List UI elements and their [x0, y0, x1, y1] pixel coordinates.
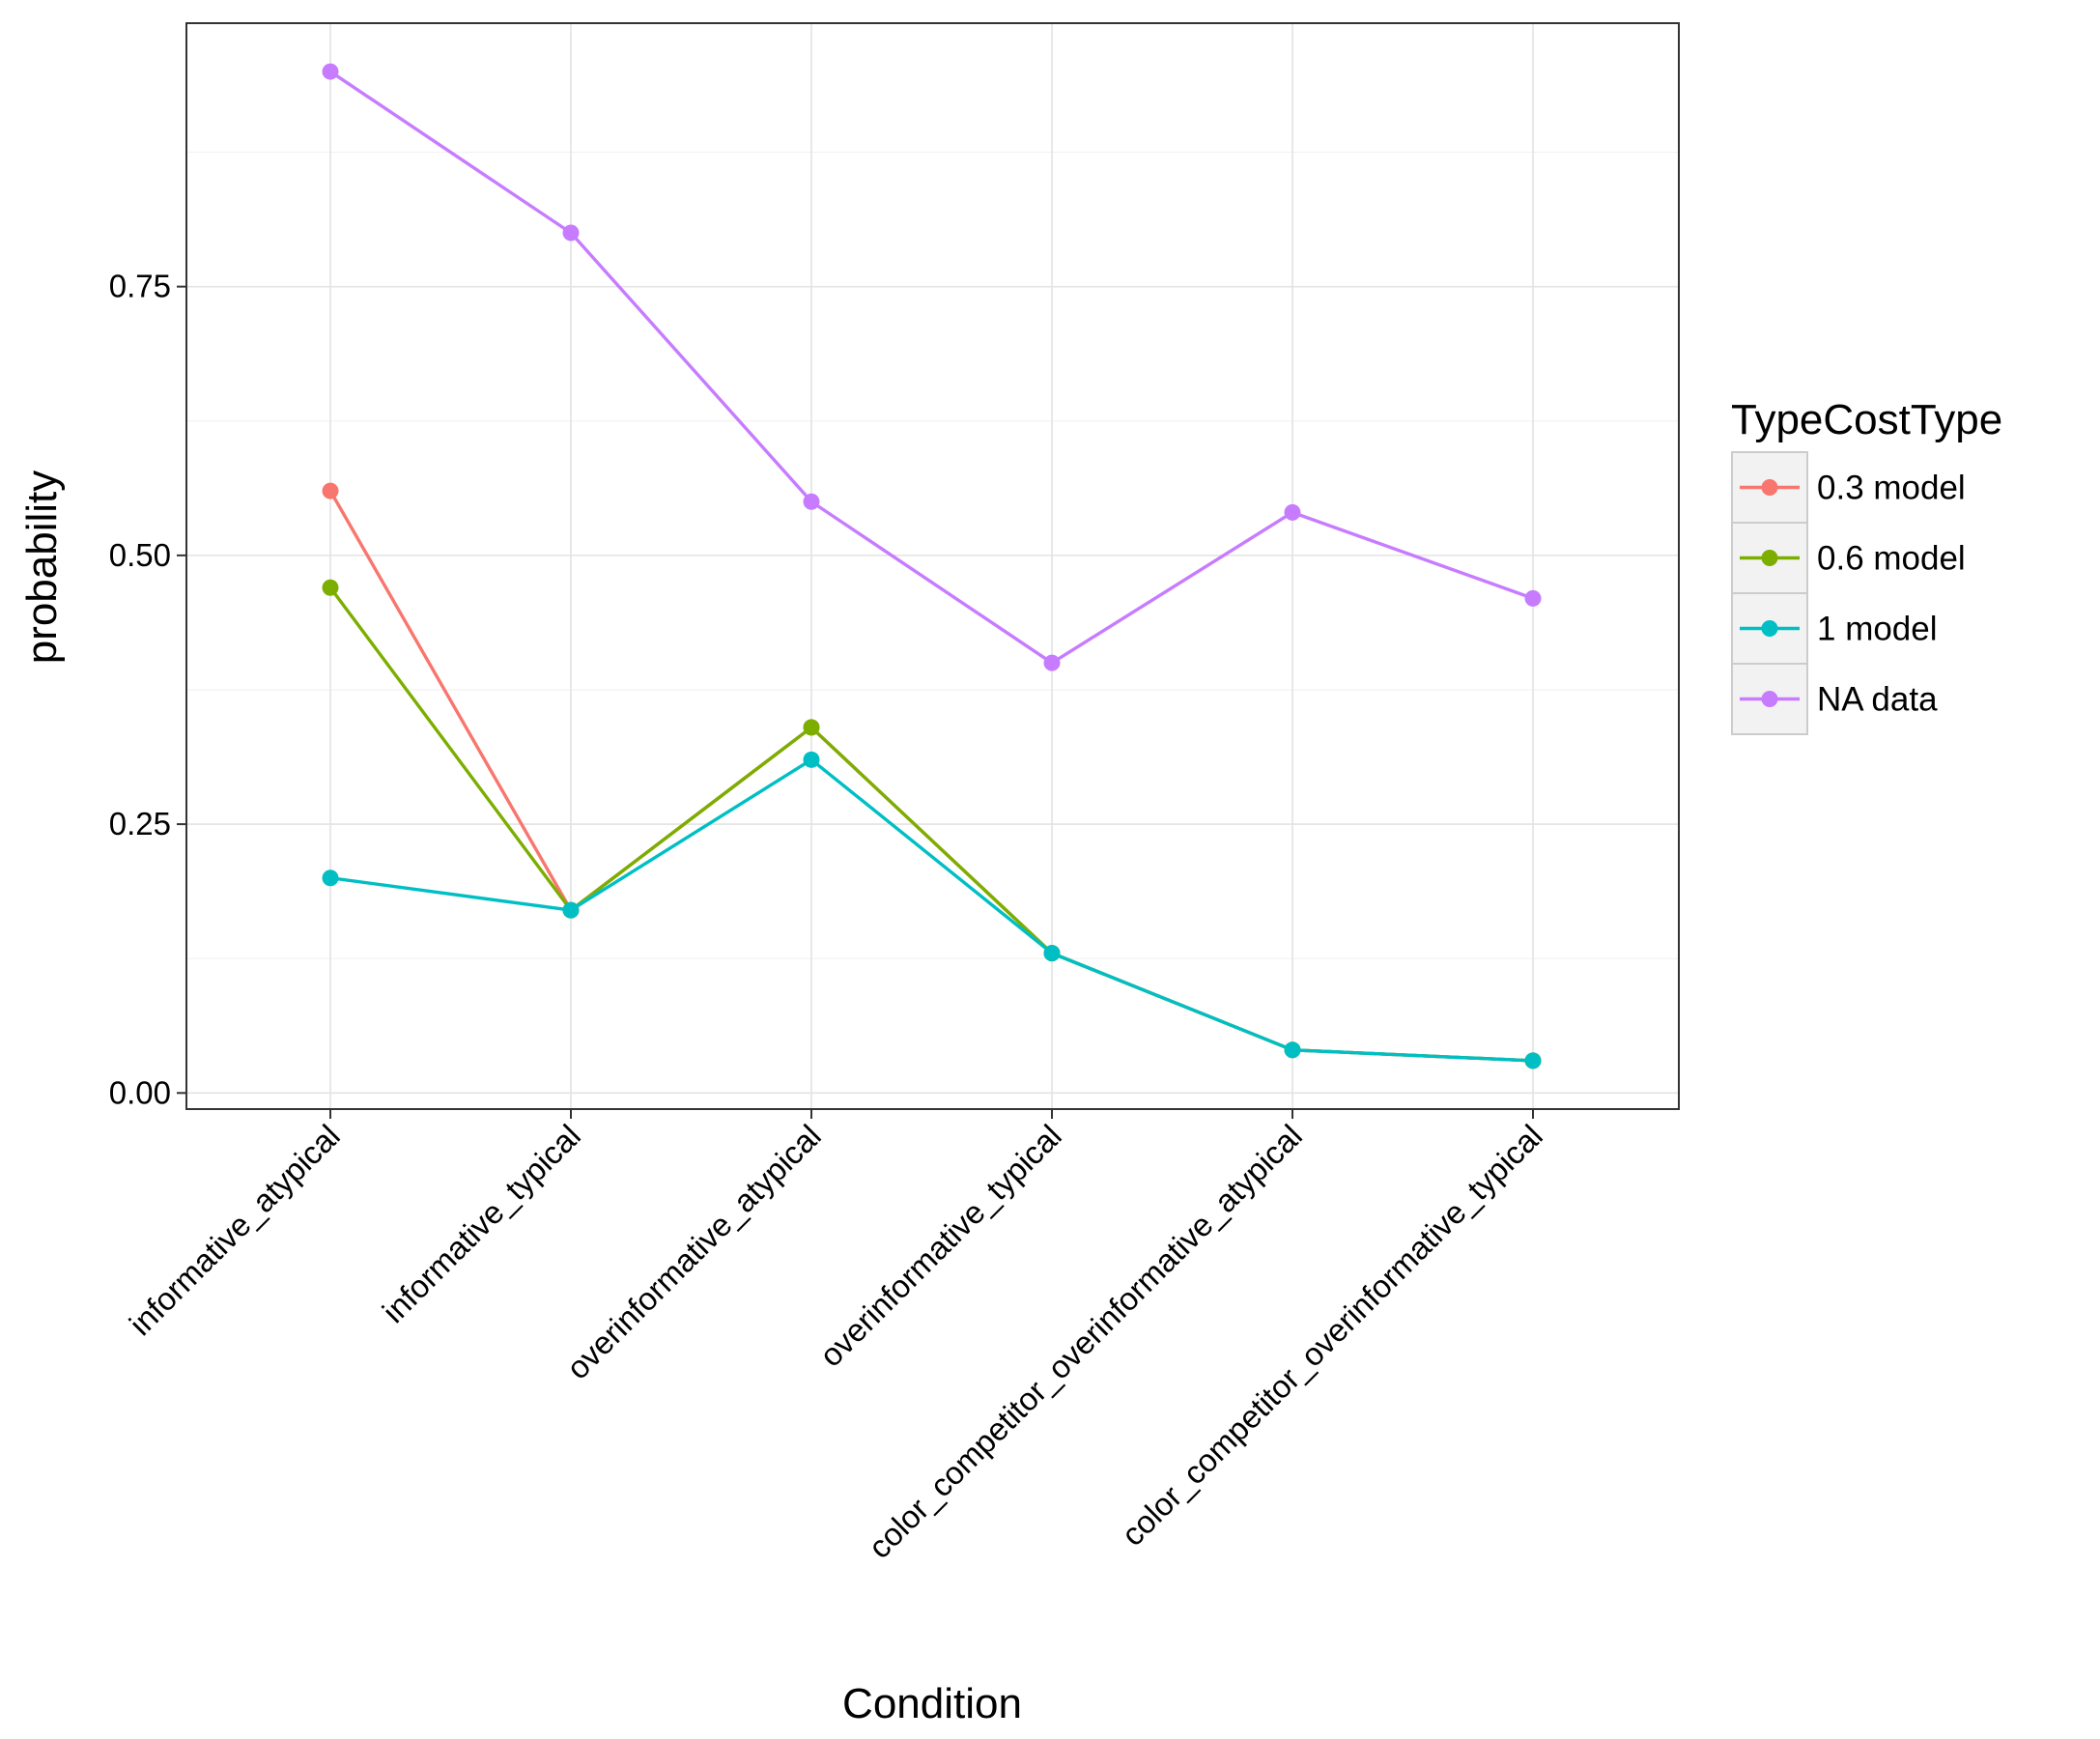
- y-tick-label: 0.25: [109, 806, 171, 841]
- legend-label: 0.3 model: [1817, 470, 1966, 507]
- data-point: [322, 579, 339, 596]
- x-axis-title: Condition: [842, 1680, 1022, 1727]
- legend-key-point: [1761, 550, 1778, 566]
- data-point: [1043, 945, 1061, 962]
- plot-panel-border: [185, 22, 1680, 1110]
- data-point: [322, 870, 339, 887]
- data-point: [322, 63, 339, 80]
- data-point: [803, 493, 820, 510]
- data-point: [1524, 1052, 1542, 1069]
- data-point: [562, 224, 580, 242]
- plot-background: [186, 23, 1679, 1109]
- legend-label: 0.6 model: [1817, 540, 1966, 578]
- legend-item: 0.3 model: [1731, 451, 1966, 524]
- series-NA-data: [322, 63, 1542, 671]
- plot-panel: [186, 23, 1679, 1109]
- legend-item: 1 model: [1731, 592, 1938, 665]
- legend-item: NA data: [1731, 663, 1938, 735]
- y-axis-title: probability: [18, 470, 66, 665]
- legend-label: NA data: [1817, 681, 1938, 719]
- y-tick-label: 0.75: [109, 269, 171, 304]
- data-point: [803, 719, 820, 736]
- series-line: [329, 70, 1534, 665]
- legend-key-point: [1761, 620, 1778, 637]
- y-tick-label: 0.50: [109, 537, 171, 573]
- data-point: [1284, 503, 1301, 521]
- data-point: [1524, 589, 1542, 607]
- data-point: [322, 482, 339, 499]
- data-point: [1043, 654, 1061, 671]
- legend: TypeCostType 0.3 model 0.6 model 1 model NA…: [1731, 396, 2002, 735]
- data-point: [1284, 1041, 1301, 1059]
- series-line: [329, 757, 1534, 1063]
- legend-key-point: [1761, 691, 1778, 707]
- y-tick-label: 0.00: [109, 1074, 171, 1110]
- series-layer: [322, 63, 1542, 1069]
- legend-label: 1 model: [1817, 611, 1938, 648]
- data-point: [803, 751, 820, 768]
- data-point: [562, 901, 580, 919]
- legend-key-point: [1761, 479, 1778, 496]
- legend-title: TypeCostType: [1731, 396, 2002, 443]
- series-1-model: [322, 751, 1542, 1069]
